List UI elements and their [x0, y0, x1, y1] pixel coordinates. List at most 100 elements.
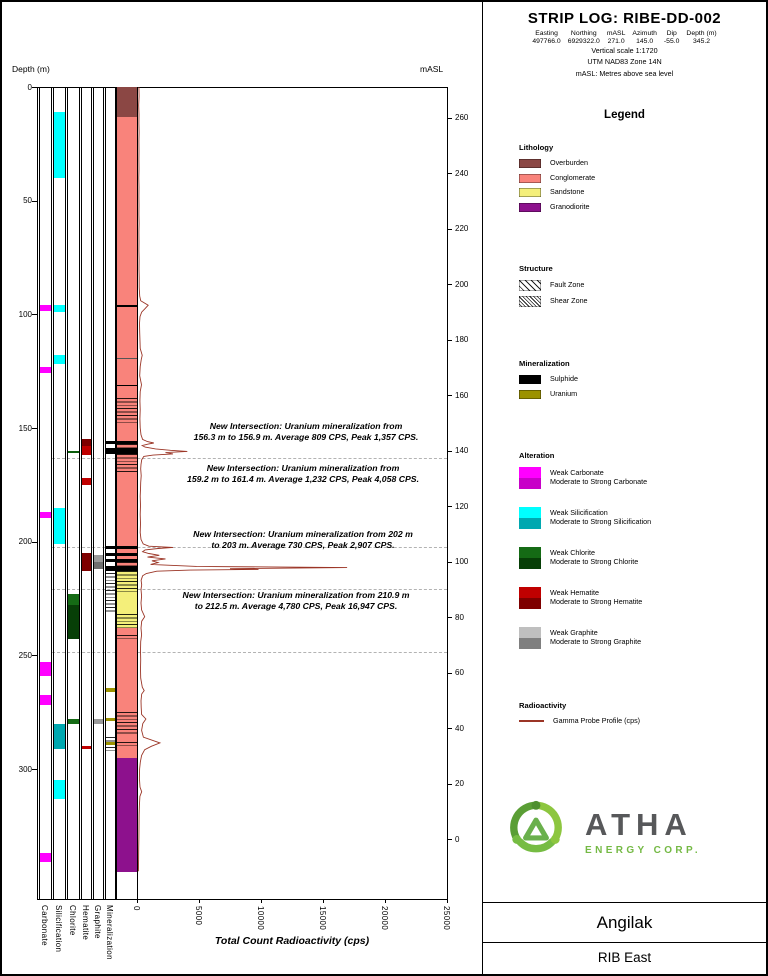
legend-label: Conglomerate [550, 172, 596, 182]
track-interval-mineralization [106, 448, 115, 455]
legend-label: Weak Graphite Moderate to Strong Graphite [550, 627, 641, 649]
masl-tick-label: 80 [455, 612, 464, 622]
lith-structure-overlay [117, 558, 137, 563]
track-border [39, 87, 40, 899]
track-interval-carbonate [40, 853, 51, 863]
track-border [103, 87, 104, 899]
page-title: STRIP LOG: RIBE-DD-002 [527, 10, 722, 27]
plot-bottom-border [37, 899, 447, 900]
legend-label: Weak Carbonate Moderate to Strong Carbona… [550, 467, 647, 489]
radioactivity-tick [323, 899, 324, 903]
track-interval-carbonate [40, 366, 51, 374]
lith-unit-granodiorite [117, 757, 137, 872]
track-interval-silicification [54, 723, 65, 749]
legend-swatch-dual [519, 626, 541, 649]
track-interval-chlorite [68, 593, 79, 606]
depth-tick [32, 200, 37, 202]
lith-structure-overlay [117, 571, 137, 592]
legend-item: Sandstone [519, 188, 766, 198]
legend-item: Sulphide [519, 374, 766, 385]
track-interval-chlorite [68, 450, 79, 453]
depth-reference-line [52, 458, 447, 459]
plot-right-axis [447, 87, 448, 899]
intersection-annotation-1: New Intersection: Uranium mineralization… [193, 421, 419, 443]
swatch-weak [519, 466, 541, 478]
track-border [65, 87, 66, 899]
masl-tick [447, 173, 452, 175]
legend-item: Weak Silicification Moderate to Strong Si… [519, 506, 766, 529]
legend-swatch [519, 202, 541, 212]
masl-tick [447, 506, 452, 508]
depth-tick [32, 428, 37, 429]
legend-item: Granodiorite [519, 202, 766, 212]
track-interval-mineralization [106, 688, 115, 692]
track-interval-mineralization [106, 573, 115, 613]
legend-item: Uranium [519, 389, 766, 399]
brand-subtitle: ENERGY CORP. [585, 844, 702, 856]
intersection-annotation-2: New Intersection: Uranium mineralization… [187, 463, 419, 485]
masl-tick [447, 117, 452, 119]
swatch-weak [519, 546, 541, 558]
lith-structure-overlay [117, 741, 137, 747]
track-interval-silicification [54, 355, 65, 365]
track-interval-mineralization [106, 558, 115, 563]
track-interval-carbonate [40, 305, 51, 311]
radioactivity-axis-title: Total Count Radioactivity (cps) [214, 935, 370, 947]
info-label: mASL [606, 30, 626, 37]
strip-log-plot: Depth (m) mASL Total Count Radioactivity… [2, 2, 482, 974]
masl-tick-label: 120 [455, 501, 469, 511]
lith-structure-overlay [117, 614, 137, 629]
track-border [93, 87, 94, 899]
masl-tick [447, 228, 452, 230]
masl-tick [447, 839, 452, 841]
radioactivity-tick-label: 10000 [256, 906, 265, 931]
radioactivity-tick-label: 5000 [194, 906, 203, 926]
legend-section-structure: Structure Fault Zone Shear Zone [519, 264, 766, 308]
track-label-chlorite: Chlorite [68, 905, 77, 936]
radioactivity-tick-label: 15000 [318, 906, 327, 931]
legend-label: Sulphide [550, 374, 578, 384]
info-value: 6929322.0 [567, 38, 600, 45]
swatch-strong [519, 597, 541, 609]
masl-tick [447, 728, 452, 730]
track-interval-carbonate [40, 662, 51, 676]
depth-tick-label: 300 [18, 764, 32, 774]
masl-tick-label: 260 [455, 113, 469, 123]
brand-text: ATHA ENERGY CORP. [585, 809, 701, 856]
radioactivity-tick-label: 20000 [380, 906, 389, 931]
note-vertical-scale: Vertical scale 1:1720 [591, 46, 658, 55]
project-footer: Angilak RIB East [483, 902, 766, 974]
info-label: Azimuth [632, 30, 657, 37]
legend-label-strong: Moderate to Strong Chlorite [550, 557, 639, 567]
plot-left-axis [37, 87, 38, 899]
legend-section-lithology: Lithology Overburden Conglomerate Sandstone… [519, 143, 766, 212]
legend-swatch [519, 159, 541, 169]
masl-tick-label: 180 [455, 335, 469, 345]
track-interval-carbonate [40, 695, 51, 706]
legend-label: Shear Zone [550, 296, 588, 306]
info-label: Dip [666, 30, 677, 37]
masl-tick-label: 200 [455, 279, 469, 289]
legend-section-title: Mineralization [519, 359, 570, 369]
masl-tick [447, 783, 452, 785]
track-interval-graphite [94, 555, 103, 563]
track-interval-hematite [82, 746, 91, 749]
lith-structure-overlay [117, 448, 137, 455]
info-azimuth: Azimuth 145.0 [632, 30, 657, 45]
masl-tick-label: 220 [455, 224, 469, 234]
atha-knot-icon [510, 800, 562, 853]
masl-tick [447, 617, 452, 619]
legend-title: Legend [604, 109, 645, 122]
lith-structure-overlay [117, 634, 137, 640]
project-name: Angilak [596, 913, 653, 932]
track-interval-chlorite [68, 718, 79, 724]
masl-tick-label: 100 [455, 557, 469, 567]
swatch-weak [519, 626, 541, 638]
intersection-annotation-4: New Intersection: Uranium mineralization… [182, 590, 410, 612]
masl-tick [447, 395, 452, 397]
swatch-strong [519, 557, 541, 569]
title-block: STRIP LOG: RIBE-DD-002 Easting 497766.0 No… [483, 2, 766, 79]
masl-tick-label: 20 [455, 779, 464, 789]
lithology-border [137, 87, 138, 899]
track-interval-mineralization [106, 553, 115, 557]
